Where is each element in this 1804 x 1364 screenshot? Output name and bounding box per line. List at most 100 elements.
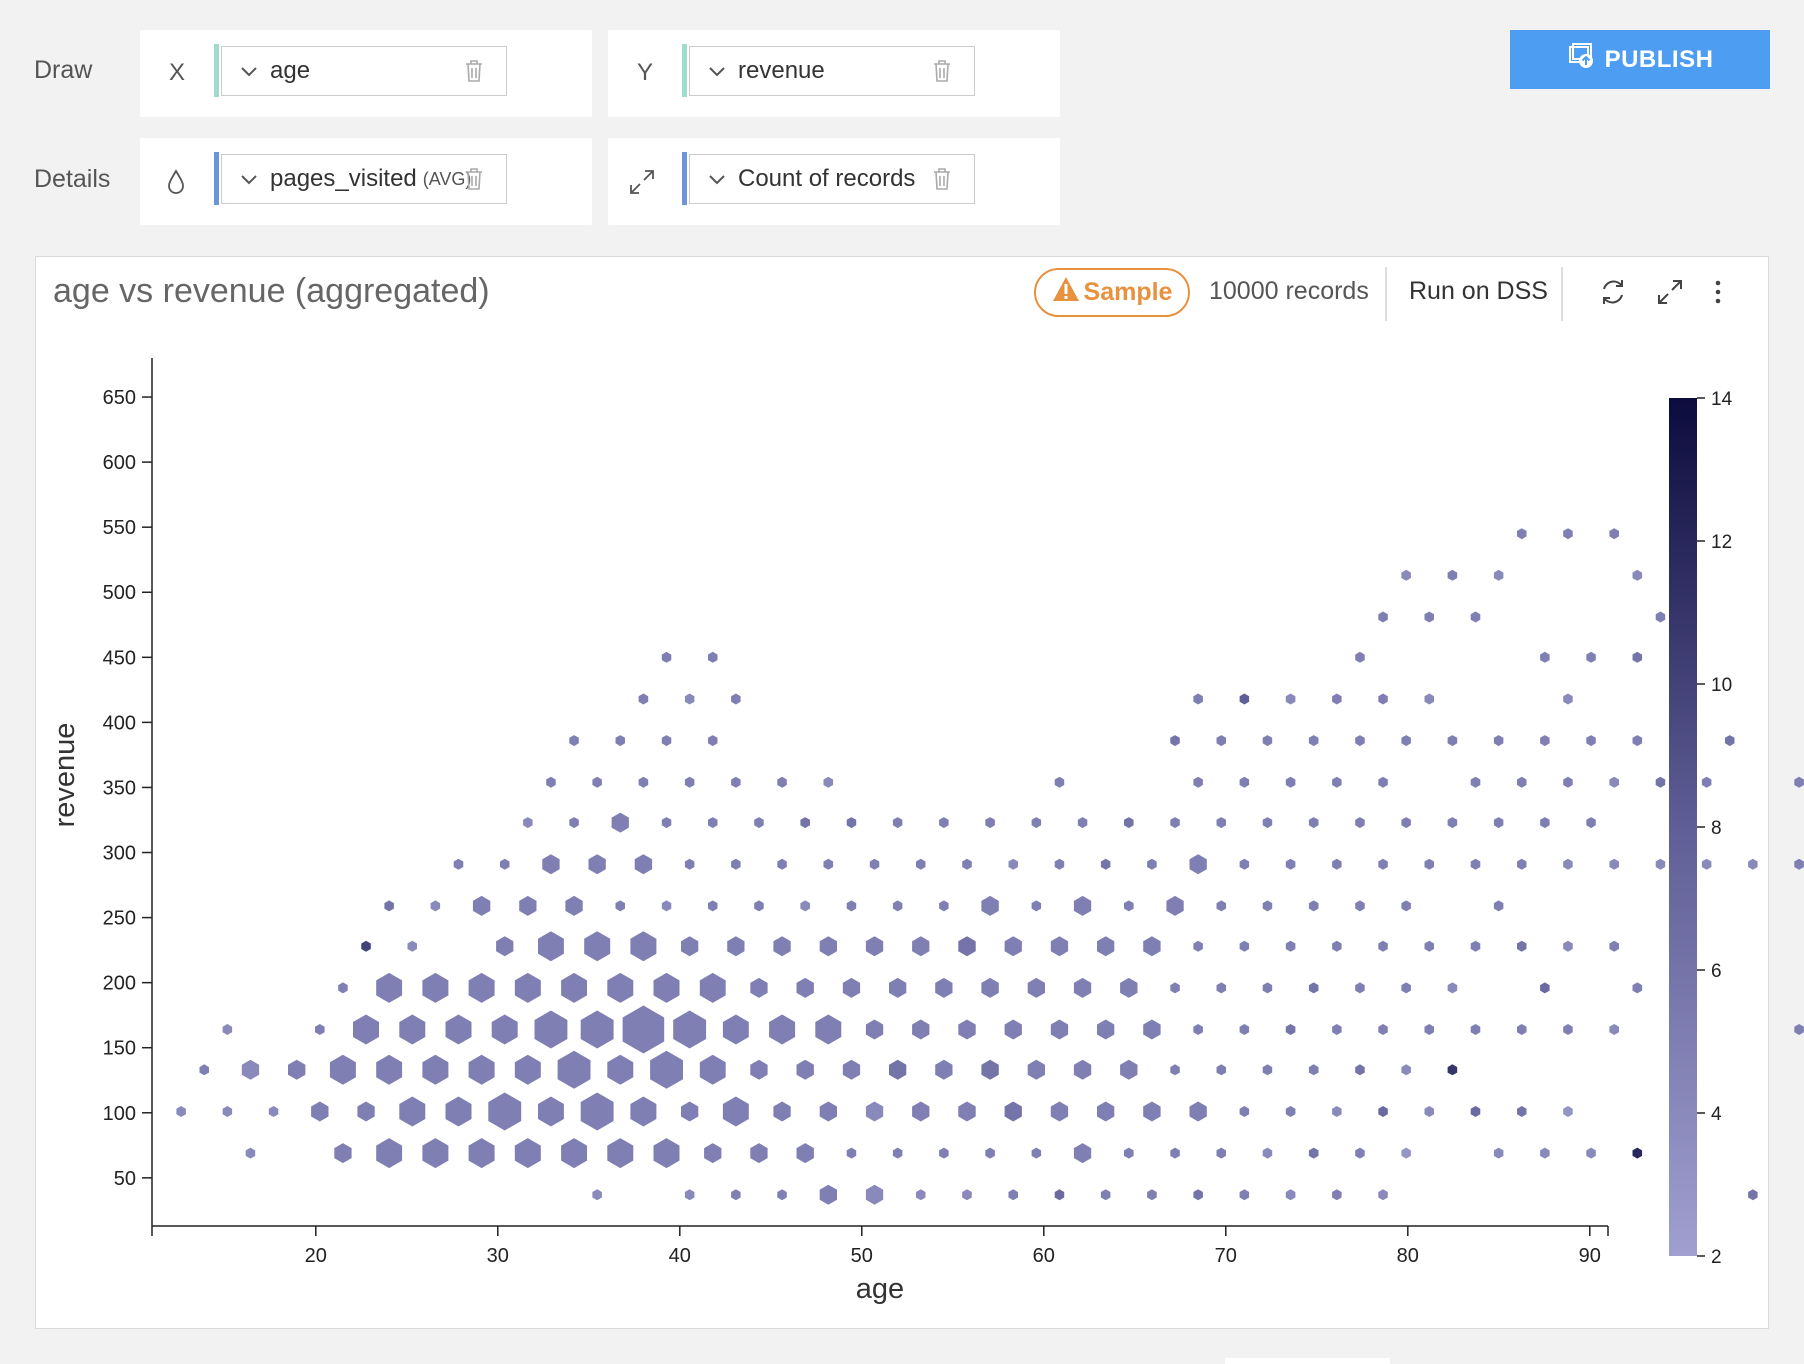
hex-bin[interactable] <box>1447 569 1458 581</box>
hex-bin[interactable] <box>1517 1024 1527 1035</box>
hex-bin[interactable] <box>1493 569 1504 581</box>
hex-bin[interactable] <box>1609 528 1619 540</box>
hex-bin[interactable] <box>1655 776 1666 788</box>
hex-bin[interactable] <box>865 1184 884 1205</box>
trash-icon[interactable] <box>464 167 484 196</box>
hex-bin[interactable] <box>222 1106 233 1117</box>
hex-bin[interactable] <box>1100 858 1111 870</box>
hex-bin[interactable] <box>650 1050 683 1089</box>
hex-bin[interactable] <box>1563 776 1573 788</box>
hex-bin[interactable] <box>1332 1189 1342 1201</box>
hex-bin[interactable] <box>1493 735 1504 747</box>
hex-bin[interactable] <box>1124 900 1134 912</box>
color-field-pill[interactable]: pages_visited (AVG) <box>214 152 507 205</box>
hex-bin[interactable] <box>731 693 741 705</box>
hex-bin[interactable] <box>939 900 949 912</box>
hex-bin[interactable] <box>1378 1106 1388 1117</box>
hex-bin[interactable] <box>773 1101 791 1122</box>
hex-bin[interactable] <box>1748 858 1758 870</box>
hex-bin[interactable] <box>722 1014 749 1045</box>
hex-bin[interactable] <box>638 776 649 788</box>
hex-bin[interactable] <box>561 1138 587 1169</box>
hex-bin[interactable] <box>1050 936 1069 957</box>
hex-bin[interactable] <box>1193 1189 1203 1201</box>
hex-bin[interactable] <box>981 977 999 998</box>
hex-bin[interactable] <box>800 817 810 829</box>
hex-bin[interactable] <box>1563 858 1573 870</box>
hex-bin[interactable] <box>1540 1147 1550 1159</box>
hex-bin[interactable] <box>399 1014 426 1045</box>
hex-bin[interactable] <box>222 1024 233 1035</box>
hex-bin[interactable] <box>1424 1106 1435 1117</box>
hex-bin[interactable] <box>727 936 745 957</box>
hex-bin[interactable] <box>754 900 764 912</box>
hex-bin[interactable] <box>569 817 579 829</box>
hex-bin[interactable] <box>557 1050 591 1089</box>
hex-bin[interactable] <box>1586 1147 1596 1159</box>
hex-bin[interactable] <box>1216 735 1227 747</box>
hex-bin[interactable] <box>1424 858 1435 870</box>
x-field-pill[interactable]: age <box>214 44 507 97</box>
hex-bin[interactable] <box>1355 1064 1365 1076</box>
hex-bin[interactable] <box>1073 895 1092 916</box>
hex-bin[interactable] <box>1332 1024 1342 1035</box>
hex-bin[interactable] <box>684 776 695 788</box>
hex-bin[interactable] <box>496 936 514 957</box>
hex-bin[interactable] <box>1332 858 1342 870</box>
hex-bin[interactable] <box>962 858 972 870</box>
hex-bin[interactable] <box>1216 817 1227 829</box>
hex-bin[interactable] <box>1632 1147 1643 1159</box>
hex-bin[interactable] <box>912 1019 930 1040</box>
hex-bin[interactable] <box>565 895 583 916</box>
hex-bin[interactable] <box>592 1189 602 1201</box>
hex-bin[interactable] <box>1239 1189 1250 1201</box>
hex-bin[interactable] <box>1632 569 1643 581</box>
chevron-down-icon[interactable] <box>708 166 728 192</box>
hex-bin[interactable] <box>268 1106 279 1117</box>
hex-bin[interactable] <box>1285 1106 1296 1117</box>
more-icon[interactable] <box>1713 277 1723 312</box>
hex-bin[interactable] <box>1073 1143 1092 1164</box>
hex-bin[interactable] <box>1355 651 1365 663</box>
hex-bin[interactable] <box>1447 982 1458 994</box>
hex-bin[interactable] <box>796 1143 814 1164</box>
hex-bin[interactable] <box>588 854 606 875</box>
hex-bin[interactable] <box>542 854 560 875</box>
hex-bin[interactable] <box>1216 900 1227 912</box>
hex-bin[interactable] <box>523 817 533 829</box>
hex-bin[interactable] <box>750 1059 768 1080</box>
hex-bin[interactable] <box>1054 858 1065 870</box>
hex-bin[interactable] <box>1355 817 1365 829</box>
hex-bin[interactable] <box>538 1096 564 1127</box>
hex-bin[interactable] <box>1308 1064 1319 1076</box>
hex-bin[interactable] <box>754 817 764 829</box>
hex-bin[interactable] <box>1401 1064 1411 1076</box>
publish-button[interactable]: PUBLISH <box>1510 30 1770 89</box>
hex-bin[interactable] <box>1355 900 1365 912</box>
hex-bin[interactable] <box>1401 1147 1411 1159</box>
size-field-pill[interactable]: Count of records <box>682 152 975 205</box>
hex-bin[interactable] <box>514 972 541 1003</box>
hex-bin[interactable] <box>445 1014 472 1045</box>
hex-bin[interactable] <box>916 858 926 870</box>
hex-bin[interactable] <box>1655 858 1666 870</box>
y-field-pill[interactable]: revenue <box>682 44 975 97</box>
hex-bin[interactable] <box>865 1101 884 1122</box>
hex-bin[interactable] <box>384 900 394 912</box>
hex-bin[interactable] <box>1170 735 1180 747</box>
hex-bin[interactable] <box>488 1092 522 1131</box>
hex-bin[interactable] <box>546 776 556 788</box>
hex-bin[interactable] <box>1447 817 1458 829</box>
hex-bin[interactable] <box>422 972 449 1003</box>
hex-bin[interactable] <box>1424 693 1435 705</box>
hex-bin[interactable] <box>1216 982 1227 994</box>
hex-bin[interactable] <box>935 977 953 998</box>
hex-bin[interactable] <box>1027 977 1045 998</box>
hex-bin[interactable] <box>338 982 348 994</box>
hex-bin[interactable] <box>722 1096 749 1127</box>
hex-bin[interactable] <box>376 1054 403 1085</box>
hex-bin[interactable] <box>661 900 672 912</box>
hex-bin[interactable] <box>1239 858 1250 870</box>
hex-bin[interactable] <box>580 1092 614 1131</box>
hex-bin[interactable] <box>815 1014 842 1045</box>
